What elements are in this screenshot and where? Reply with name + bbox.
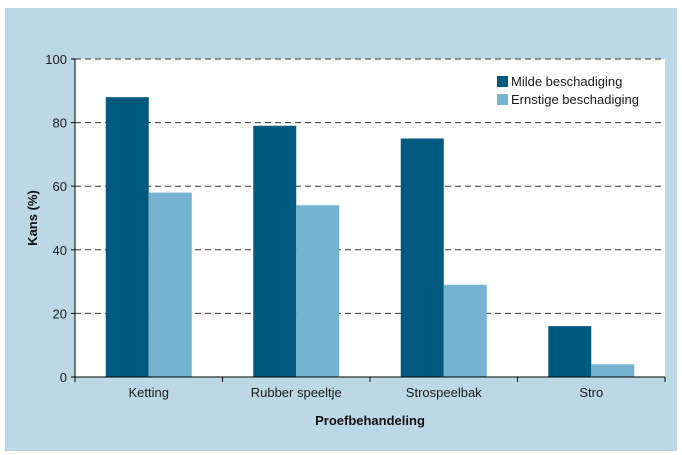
legend-swatch-ernstige [497, 94, 508, 105]
bar-ernstige-1 [296, 205, 340, 377]
x-axis-title: Proefbehandeling [315, 413, 425, 428]
axes [71, 58, 666, 382]
legend-label-ernstige: Ernstige beschadiging [511, 92, 639, 107]
y-tick-label-80: 80 [53, 116, 67, 131]
x-tick-label-1: Rubber speeltje [251, 385, 342, 400]
y-tick-labels: 0 20 40 60 80 100 [45, 52, 67, 385]
bars [105, 97, 635, 377]
bar-ernstige-2 [443, 284, 487, 377]
bar-milde-1 [253, 125, 297, 377]
gridlines [75, 58, 665, 314]
x-tick-labels: Ketting Rubber speeltje Strospeelbak Stro [129, 385, 604, 400]
y-tick-label-60: 60 [53, 179, 67, 194]
bar-milde-0 [105, 97, 149, 377]
x-tick-label-3: Stro [579, 385, 603, 400]
y-tick-label-20: 20 [53, 306, 67, 321]
y-tick-label-100: 100 [45, 52, 67, 67]
y-tick-label-40: 40 [53, 243, 67, 258]
legend: Milde beschadiging Ernstige beschadiging [497, 74, 639, 107]
y-axis-title: Kans (%) [25, 190, 40, 246]
bar-ernstige-0 [148, 192, 192, 377]
legend-label-milde: Milde beschadiging [511, 74, 622, 89]
legend-swatch-milde [497, 76, 508, 87]
y-tick-label-0: 0 [60, 370, 67, 385]
x-tick-label-2: Strospeelbak [406, 385, 482, 400]
bar-ernstige-3 [591, 364, 635, 377]
x-tick-label-0: Ketting [129, 385, 169, 400]
bar-milde-2 [400, 138, 444, 377]
bar-milde-3 [548, 326, 592, 377]
